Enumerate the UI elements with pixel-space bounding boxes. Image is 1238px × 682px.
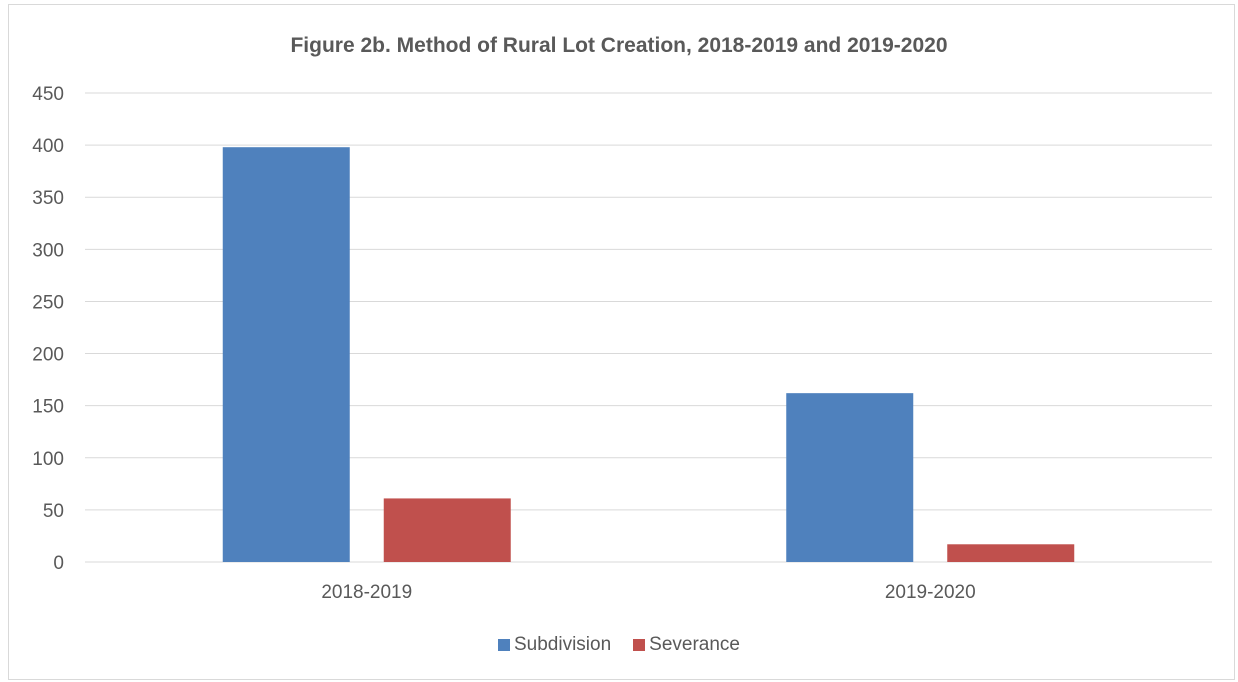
y-tick-label: 450 xyxy=(32,84,64,105)
legend: Subdivision Severance xyxy=(0,634,1238,656)
legend-item-severance: Severance xyxy=(633,634,740,656)
x-category-label: 2019-2020 xyxy=(885,582,976,603)
legend-swatch-severance xyxy=(633,639,646,651)
y-tick-label: 350 xyxy=(32,188,64,209)
bar-severance-2019-2020 xyxy=(947,544,1075,562)
legend-item-subdivision: Subdivision xyxy=(497,634,612,656)
legend-label-subdivision: Subdivision xyxy=(513,634,612,655)
bar-subdivision-2019-2020 xyxy=(786,393,914,562)
y-tick-label: 250 xyxy=(32,292,64,313)
legend-label-severance: Severance xyxy=(649,634,740,655)
x-category-label: 2018-2019 xyxy=(321,582,412,603)
bar-severance-2018-2019 xyxy=(383,498,511,562)
y-tick-label: 100 xyxy=(32,449,64,470)
bar-subdivision-2018-2019 xyxy=(222,147,350,562)
y-tick-label: 300 xyxy=(32,240,64,261)
y-tick-label: 0 xyxy=(53,553,64,574)
y-tick-label: 150 xyxy=(32,397,64,418)
legend-swatch-subdivision xyxy=(497,639,510,651)
y-tick-label: 400 xyxy=(32,136,64,157)
chart-frame xyxy=(8,4,1235,680)
chart-title: Figure 2b. Method of Rural Lot Creation,… xyxy=(290,34,948,57)
y-tick-label: 200 xyxy=(32,345,64,366)
y-tick-label: 50 xyxy=(43,501,64,522)
